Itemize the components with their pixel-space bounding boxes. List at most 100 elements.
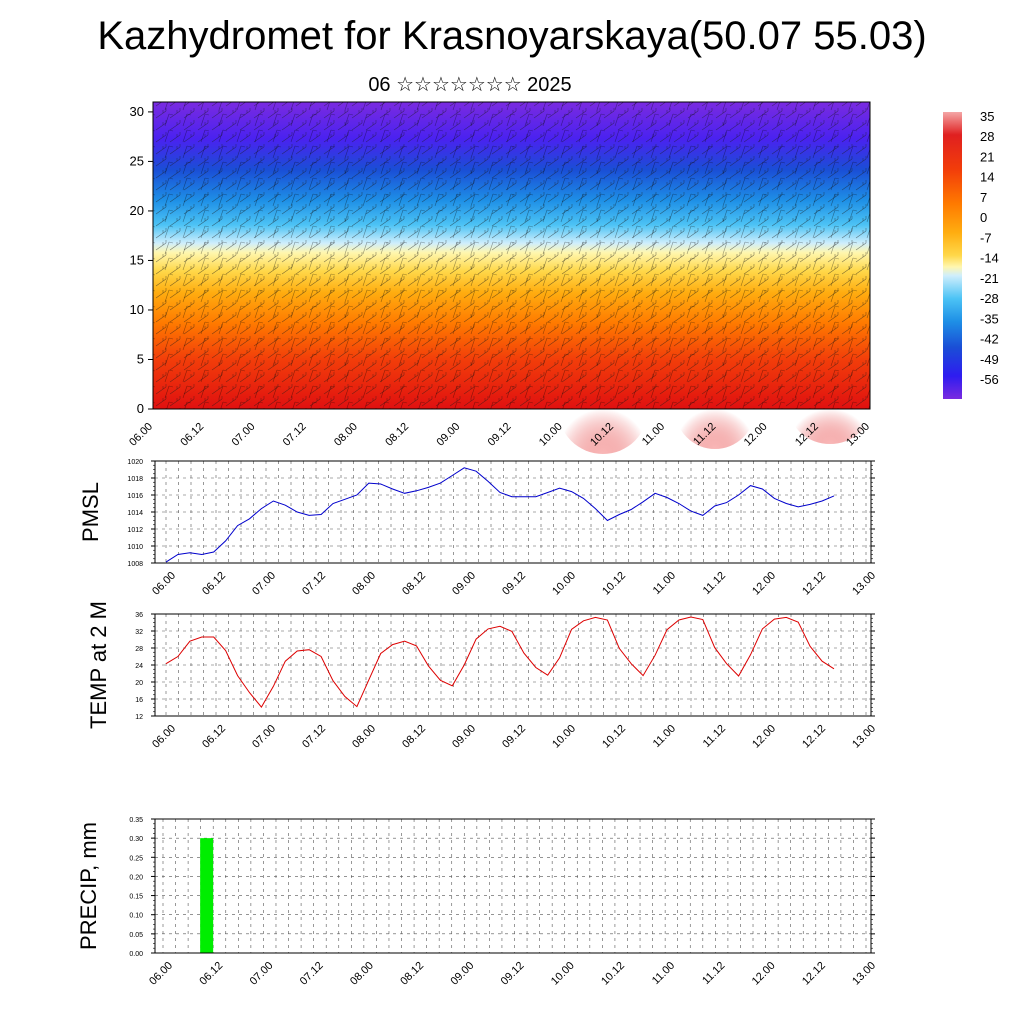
x-tick-label: 11.00 [651, 570, 678, 597]
x-tick-label: 06.00 [150, 570, 178, 598]
colorbar-label: 14 [980, 170, 994, 185]
x-tick-label: 08.00 [332, 421, 360, 449]
y-tick-label: 1008 [127, 561, 143, 568]
y-tick-label: 5 [137, 351, 144, 366]
y-tick-label: 0.25 [129, 855, 143, 862]
x-tick-label: 09.00 [450, 570, 478, 598]
x-tick-label: 10.00 [537, 421, 565, 449]
x-tick-label: 06.12 [200, 723, 228, 751]
y-tick-label: 1012 [127, 527, 143, 534]
x-tick-label: 08.12 [400, 570, 428, 598]
colorbar-gradient [943, 112, 962, 399]
x-tick-label: 12.00 [750, 570, 778, 598]
precip-bar [200, 838, 214, 953]
x-tick-label: 12.12 [800, 723, 828, 751]
colorbar-label: -49 [980, 352, 999, 367]
y-tick-label: 0.15 [129, 894, 143, 901]
x-tick-label: 06.12 [200, 570, 228, 598]
y-tick-label: 32 [135, 629, 143, 636]
x-tick-label: 07.00 [250, 723, 278, 751]
colorbar-label: -7 [980, 230, 992, 245]
x-tick-label: 09.00 [448, 960, 476, 988]
y-tick-label: 28 [135, 646, 143, 653]
x-tick-label: 09.00 [434, 421, 462, 449]
y-tick-label: 0 [137, 401, 144, 416]
x-tick-label: 13.00 [850, 570, 878, 598]
colorbar-label: -35 [980, 311, 999, 326]
x-tick-label: 06.00 [127, 421, 155, 449]
colorbar-label: -42 [980, 332, 999, 347]
x-tick-label: 06.00 [147, 960, 175, 988]
x-tick-label: 10.12 [599, 960, 627, 988]
pmsl-series-line [165, 467, 835, 563]
x-tick-label: 10.00 [550, 570, 578, 598]
x-tick-label: 12.00 [750, 723, 778, 751]
colorbar-label: -21 [980, 271, 999, 286]
x-tick-label: 09.12 [500, 570, 528, 598]
x-tick-label: 06.12 [178, 421, 206, 449]
colorbar-label: 35 [980, 109, 994, 124]
colorbar-label: 7 [980, 190, 987, 205]
x-tick-label: 07.12 [300, 723, 328, 751]
pmsl-axis-label: PMSL [78, 482, 103, 542]
precip-axis-label: PRECIP, mm [76, 822, 101, 950]
x-tick-label: 11.00 [650, 960, 677, 987]
x-tick-label: 07.00 [250, 570, 278, 598]
x-tick-label: 07.12 [300, 570, 328, 598]
pmsl-panel: 1008 1010 1012 1014 1016 1018 1020 06.00 06.12 0… [78, 459, 878, 598]
y-tick-label: 1020 [127, 459, 143, 466]
x-tick-label: 10.12 [600, 570, 628, 598]
y-tick-label: 16 [135, 697, 143, 704]
x-tick-label: 12.12 [800, 570, 828, 598]
y-tick-label: 12 [135, 714, 143, 721]
colorbar-label: 0 [980, 210, 987, 225]
x-tick-label: 07.12 [281, 421, 309, 449]
precip-panel: 0.00 0.05 0.10 0.15 0.20 0.25 0.30 0.35 06.00 06… [76, 817, 878, 988]
x-tick-label: 10.00 [549, 960, 577, 988]
x-tick-label: 11.00 [651, 723, 678, 750]
y-tick-label: 24 [135, 663, 143, 670]
y-tick-label: 0.30 [129, 836, 143, 843]
page-subtitle: 06 ☆☆☆☆☆☆☆ 2025 [368, 74, 572, 96]
y-tick-label: 15 [130, 252, 144, 267]
x-tick-label: 07.12 [298, 960, 326, 988]
y-tick-label: 0.20 [129, 874, 143, 881]
y-tick-label: 1018 [127, 476, 143, 483]
colorbar: 35 28 21 14 7 0 -7 -14 -21 -28 -35 -42 -49 -56 [943, 109, 999, 399]
x-tick-label: 09.12 [499, 960, 527, 988]
x-tick-label: 08.00 [350, 570, 378, 598]
x-tick-label: 09.00 [450, 723, 478, 751]
y-tick-label: 20 [130, 203, 144, 218]
y-tick-label: 30 [130, 104, 144, 119]
colorbar-label: 28 [980, 129, 994, 144]
x-tick-label: 08.12 [398, 960, 426, 988]
y-tick-label: 0.10 [129, 913, 143, 920]
x-tick-label: 09.12 [500, 723, 528, 751]
y-tick-label: 0.35 [129, 817, 143, 824]
page-title: Kazhydromet for Krasnoyarskaya(50.07 55.… [97, 14, 927, 58]
cross-section-panel: 0 5 10 15 20 25 30 06.00 06.12 07.00 07.12 08.00 08… [127, 101, 872, 454]
x-tick-label: 11.12 [701, 723, 728, 750]
colorbar-label: -14 [980, 251, 999, 266]
x-tick-label: 12.12 [800, 960, 828, 988]
x-tick-label: 13.00 [850, 960, 878, 988]
x-tick-label: 09.12 [486, 421, 514, 449]
x-tick-label: 13.00 [850, 723, 878, 751]
wind-barbs [153, 102, 870, 409]
y-tick-label: 1010 [127, 544, 143, 551]
colorbar-label: -28 [980, 291, 999, 306]
x-tick-label: 11.12 [701, 570, 728, 597]
x-tick-label: 06.00 [150, 723, 178, 751]
x-tick-label: 10.12 [600, 723, 628, 751]
x-tick-label: 08.12 [400, 723, 428, 751]
x-tick-label: 10.00 [550, 723, 578, 751]
temp-panel: 12 16 20 24 28 32 36 06.00 06.12 07.00 07.12 08.00… [86, 601, 878, 751]
y-tick-label: 10 [130, 302, 144, 317]
y-tick-label: 1014 [127, 510, 143, 517]
cross-section-frame [152, 101, 871, 410]
x-tick-label: 06.12 [197, 960, 225, 988]
x-tick-label: 08.12 [383, 421, 411, 449]
x-tick-label: 08.00 [348, 960, 376, 988]
x-tick-label: 08.00 [350, 723, 378, 751]
